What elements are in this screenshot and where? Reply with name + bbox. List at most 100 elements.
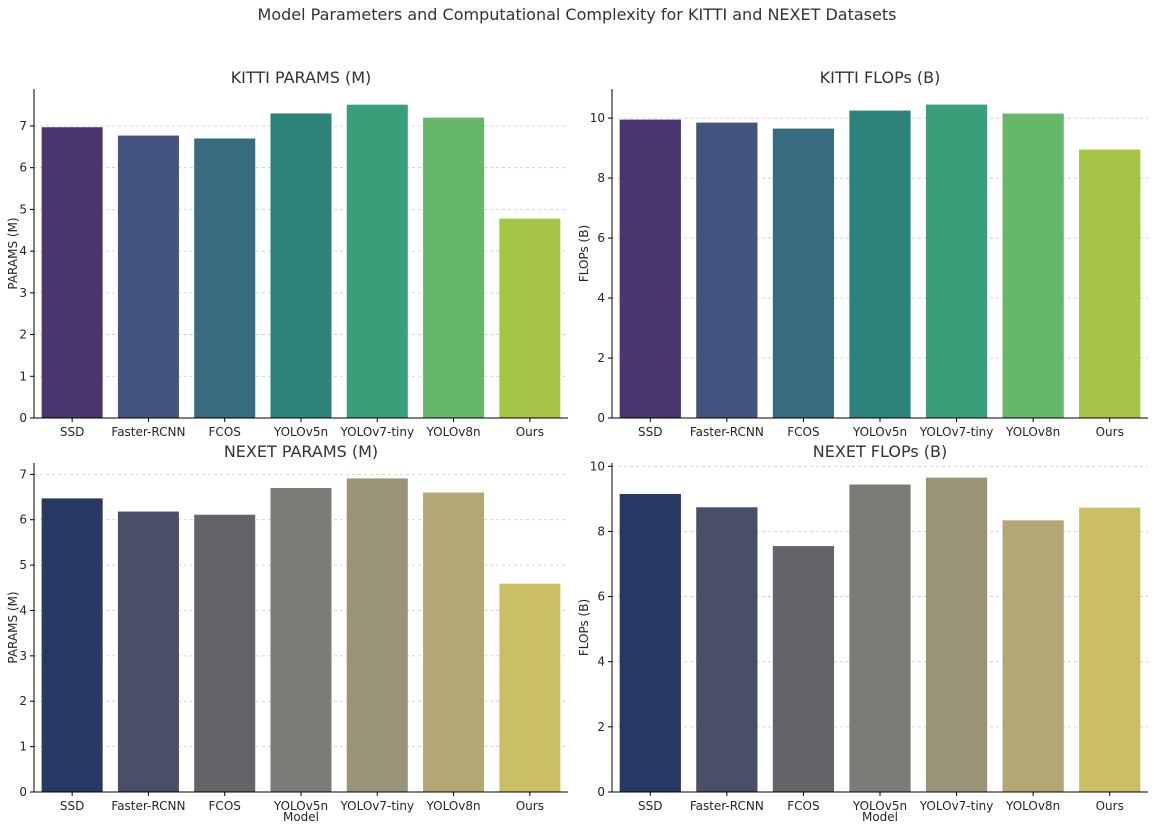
x-tick-label: FCOS — [787, 799, 819, 813]
x-tick-label: YOLOv8n — [1005, 425, 1060, 439]
bar-fcos — [772, 128, 835, 419]
x-tick-label: YOLOv5n — [273, 799, 328, 813]
bar-yolov8n — [423, 117, 485, 419]
y-tick-label: 0 — [597, 411, 605, 425]
y-axis-label: PARAMS (M) — [6, 217, 20, 289]
y-tick-label: 5 — [19, 558, 27, 572]
y-tick-label: 2 — [19, 328, 27, 342]
bar-ours — [499, 583, 561, 792]
chart-title: KITTI PARAMS (M) — [231, 68, 372, 87]
x-axis-label: Model — [862, 810, 898, 824]
y-tick-label: 6 — [19, 513, 27, 527]
y-tick-label: 7 — [19, 467, 27, 481]
y-tick-label: 4 — [19, 244, 27, 258]
y-tick-label: 5 — [19, 202, 27, 216]
x-tick-label: YOLOv7-tiny — [339, 425, 414, 439]
bar-ssd — [619, 493, 681, 792]
y-tick-label: 2 — [19, 694, 27, 708]
x-tick-label: Ours — [1096, 799, 1124, 813]
chart-panel-1: 0 1 2 3 4 5 6 7 SSD Faster-RCNN FCOS YOLOv5n YOLOv7-… — [6, 68, 568, 439]
x-tick-label: Ours — [1096, 425, 1124, 439]
x-tick-label: Ours — [516, 799, 544, 813]
chart-title: NEXET PARAMS (M) — [224, 442, 378, 461]
x-tick-label: YOLOv8n — [1005, 799, 1060, 813]
x-tick-label: Faster-RCNN — [111, 799, 185, 813]
y-tick-label: 4 — [19, 603, 27, 617]
y-tick-label: 6 — [597, 590, 605, 604]
bar-ssd — [41, 498, 103, 792]
y-tick-label: 1 — [19, 369, 27, 383]
y-axis-label: PARAMS (M) — [6, 591, 20, 663]
y-tick-label: 2 — [597, 720, 605, 734]
bar-fcos — [194, 138, 256, 419]
chart-title: KITTI FLOPs (B) — [820, 68, 941, 87]
y-tick-label: 10 — [590, 111, 605, 125]
bar-faster-rcnn — [117, 135, 179, 418]
bar-yolov5n — [849, 110, 911, 418]
y-tick-label: 7 — [19, 119, 27, 133]
bar-fcos — [194, 514, 256, 792]
x-tick-label: FCOS — [787, 425, 819, 439]
y-tick-label: 8 — [597, 171, 605, 185]
figure-title: Model Parameters and Computational Compl… — [257, 5, 897, 24]
bar-yolov7-tiny — [925, 104, 988, 418]
x-tick-label: YOLOv5n — [852, 799, 907, 813]
x-tick-label: FCOS — [209, 799, 241, 813]
x-tick-label: YOLOv7-tiny — [919, 425, 994, 439]
bar-fcos — [772, 546, 835, 792]
bar-yolov5n — [270, 113, 332, 418]
y-axis-label: FLOPs (B) — [577, 225, 591, 282]
bar-yolov7-tiny — [346, 104, 408, 419]
y-tick-label: 0 — [19, 411, 27, 425]
bar-ours — [1079, 507, 1141, 792]
bar-ssd — [41, 127, 103, 419]
bar-yolov7-tiny — [346, 478, 408, 792]
x-tick-label: SSD — [60, 425, 84, 439]
x-tick-label: SSD — [638, 425, 662, 439]
y-tick-label: 3 — [19, 649, 27, 663]
chart-title: NEXET FLOPs (B) — [813, 442, 947, 461]
y-tick-label: 10 — [590, 459, 605, 473]
bar-ours — [499, 218, 561, 418]
x-tick-label: Faster-RCNN — [111, 425, 185, 439]
x-tick-label: Faster-RCNN — [690, 425, 764, 439]
bar-faster-rcnn — [696, 507, 758, 792]
bar-yolov5n — [270, 487, 332, 792]
chart-panel-3: 0 1 2 3 4 5 6 7 SSD Faster-RCNN FCOS YOLOv5n YOLOv7-… — [6, 442, 568, 824]
bar-yolov5n — [849, 484, 911, 792]
bar-faster-rcnn — [696, 122, 758, 419]
x-tick-label: YOLOv8n — [425, 799, 480, 813]
y-tick-label: 4 — [597, 291, 605, 305]
x-tick-label: Ours — [516, 425, 544, 439]
x-tick-label: SSD — [638, 799, 662, 813]
x-axis-label: Model — [283, 810, 319, 824]
y-tick-label: 8 — [597, 524, 605, 538]
y-tick-label: 1 — [19, 740, 27, 754]
y-tick-label: 6 — [19, 161, 27, 175]
x-tick-label: YOLOv5n — [852, 425, 907, 439]
x-tick-label: YOLOv8n — [425, 425, 480, 439]
x-tick-label: SSD — [60, 799, 84, 813]
y-axis-label: FLOPs (B) — [577, 599, 591, 656]
y-tick-label: 4 — [597, 655, 605, 669]
y-tick-label: 0 — [597, 785, 605, 799]
bar-ssd — [619, 119, 681, 418]
x-tick-label: YOLOv7-tiny — [919, 799, 994, 813]
bar-ours — [1079, 149, 1141, 418]
y-tick-label: 0 — [19, 785, 27, 799]
y-tick-label: 3 — [19, 286, 27, 300]
x-tick-label: Faster-RCNN — [690, 799, 764, 813]
x-tick-label: YOLOv5n — [273, 425, 328, 439]
bar-yolov7-tiny — [925, 477, 988, 792]
bar-yolov8n — [1002, 113, 1064, 418]
x-tick-label: FCOS — [209, 425, 241, 439]
y-tick-label: 2 — [597, 351, 605, 365]
bar-yolov8n — [423, 492, 485, 792]
chart-panel-2: 0 2 4 6 8 10 SSD Faster-RCNN FCOS YOLOv5n YOLOv7-t… — [577, 68, 1148, 439]
y-tick-label: 6 — [597, 231, 605, 245]
x-tick-label: YOLOv7-tiny — [339, 799, 414, 813]
bar-faster-rcnn — [117, 511, 179, 792]
bar-yolov8n — [1002, 520, 1064, 792]
chart-panel-4: 0 2 4 6 8 10 SSD Faster-RCNN FCOS YOLOv5n YOLOv7-t… — [577, 442, 1148, 824]
